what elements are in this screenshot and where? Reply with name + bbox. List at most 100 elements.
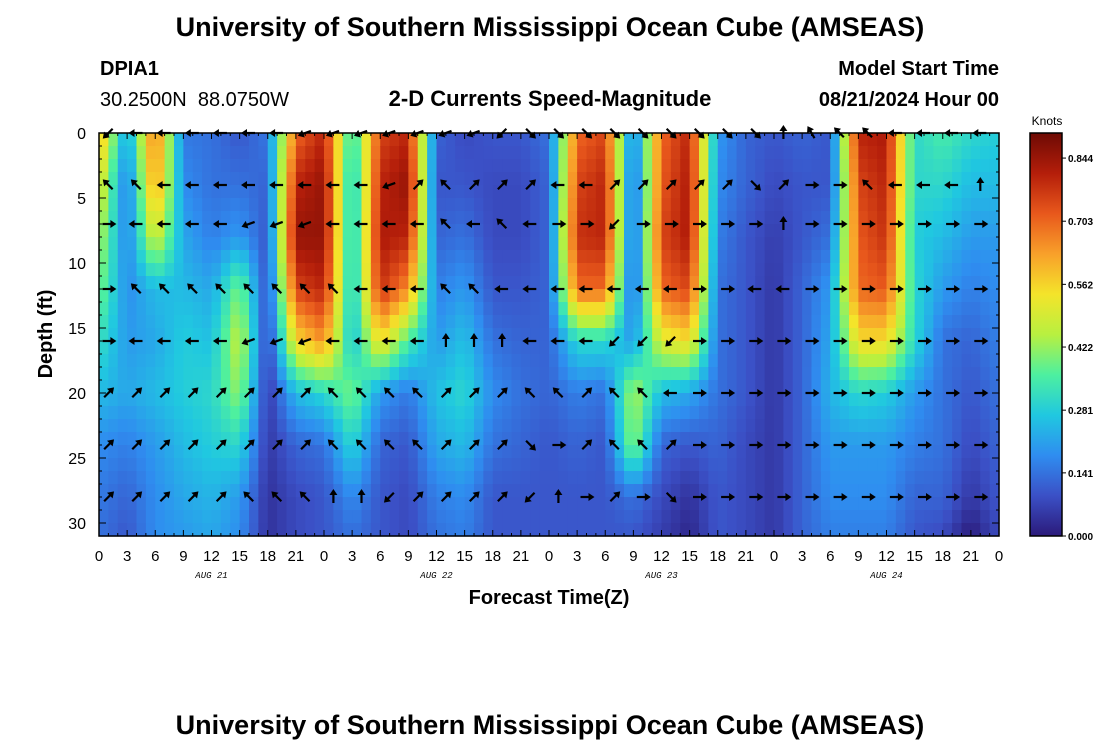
heatmap-cell: [624, 484, 634, 498]
heatmap-cell: [933, 133, 944, 147]
heatmap-cell: [324, 211, 334, 225]
heatmap-cell: [249, 302, 259, 316]
heatmap-cell: [286, 497, 297, 511]
heatmap-cell: [839, 510, 850, 524]
heatmap-cell: [924, 510, 934, 524]
heatmap-cell: [933, 250, 944, 264]
heatmap-cell: [624, 133, 634, 147]
heatmap-cell: [174, 445, 184, 459]
heatmap-cell: [942, 523, 953, 537]
heatmap-cell: [427, 250, 438, 264]
heatmap-cell: [605, 419, 616, 433]
heatmap-cell: [549, 367, 559, 381]
heatmap-cell: [961, 419, 972, 433]
heatmap-cell: [295, 276, 306, 290]
heatmap-cell: [352, 276, 363, 290]
heatmap-cell: [952, 458, 963, 472]
heatmap-cell: [155, 237, 166, 251]
current-arrow: [946, 285, 961, 293]
heatmap-cell: [558, 172, 569, 186]
current-arrow: [861, 493, 876, 501]
current-arrow: [636, 220, 651, 228]
heatmap-cell: [689, 198, 700, 212]
heatmap-cell: [867, 159, 878, 173]
heatmap-cell: [952, 510, 963, 524]
heatmap-cell: [567, 250, 578, 264]
current-arrow: [496, 218, 508, 230]
heatmap-cell: [530, 250, 541, 264]
heatmap-cell: [633, 289, 644, 303]
heatmap-cell: [249, 341, 259, 355]
heatmap-cell: [830, 419, 841, 433]
heatmap-cell: [192, 289, 203, 303]
heatmap-cell: [436, 263, 447, 277]
heatmap-cell: [586, 315, 597, 329]
heatmap-cell: [595, 419, 606, 433]
current-arrow: [918, 493, 932, 501]
heatmap-cell: [895, 237, 906, 251]
heatmap-cell: [249, 198, 259, 212]
heatmap-cell: [614, 367, 625, 381]
heatmap-cell: [820, 484, 831, 498]
heatmap-cell: [670, 510, 681, 524]
heatmap-cell: [699, 419, 709, 433]
heatmap-cell: [755, 510, 766, 524]
heatmap-cell: [389, 133, 400, 147]
heatmap-cell: [361, 445, 372, 459]
heatmap-cell: [136, 380, 147, 394]
heatmap-cell: [174, 354, 184, 368]
current-arrow: [187, 439, 199, 451]
heatmap-cell: [736, 393, 747, 407]
heatmap-cell: [558, 341, 569, 355]
heatmap-cell: [736, 250, 747, 264]
heatmap-cell: [867, 263, 878, 277]
station-id: DPIA1: [100, 58, 159, 80]
heatmap-cell: [183, 328, 194, 342]
heatmap-cell: [145, 224, 156, 238]
heatmap-cell: [961, 250, 972, 264]
heatmap-cell: [520, 224, 531, 238]
heatmap-cell: [324, 497, 334, 511]
heatmap-cell: [699, 497, 709, 511]
heatmap-cell: [755, 445, 766, 459]
heatmap-cell: [192, 484, 203, 498]
heatmap-cell: [155, 406, 166, 420]
current-arrow: [441, 333, 450, 347]
heatmap-cell: [924, 159, 934, 173]
heatmap-cell: [755, 458, 766, 472]
heatmap-cell: [595, 393, 606, 407]
heatmap-cell: [736, 289, 747, 303]
heatmap-cell: [670, 224, 681, 238]
heatmap-cell: [839, 302, 850, 316]
heatmap-cell: [127, 445, 138, 459]
heatmap-cell: [774, 263, 784, 277]
heatmap-cell: [155, 250, 166, 264]
heatmap-cell: [877, 198, 888, 212]
heatmap-cell: [492, 510, 503, 524]
heatmap-cell: [858, 224, 869, 238]
heatmap-cell: [783, 367, 794, 381]
heatmap-cell: [942, 237, 953, 251]
heatmap-cell: [239, 341, 250, 355]
heatmap-cell: [520, 341, 531, 355]
heatmap-cell: [127, 263, 138, 277]
heatmap-cell: [820, 406, 831, 420]
heatmap-cell: [661, 393, 672, 407]
heatmap-cell: [755, 471, 766, 485]
heatmap-cell: [164, 380, 175, 394]
chart-subtitle: 2-D Currents Speed-Magnitude: [389, 86, 712, 111]
heatmap-cell: [511, 276, 522, 290]
heatmap-cell: [727, 458, 738, 472]
heatmap-cell: [295, 289, 306, 303]
heatmap-cell: [492, 159, 503, 173]
heatmap-cell: [727, 289, 738, 303]
heatmap-cell: [970, 393, 981, 407]
heatmap-cell: [558, 458, 569, 472]
heatmap-cell: [117, 302, 128, 316]
current-arrow: [128, 220, 143, 228]
heatmap-cell: [352, 237, 363, 251]
heatmap-cell: [633, 328, 644, 342]
heatmap-cell: [342, 211, 353, 225]
heatmap-cell: [520, 263, 531, 277]
heatmap-cell: [267, 354, 278, 368]
